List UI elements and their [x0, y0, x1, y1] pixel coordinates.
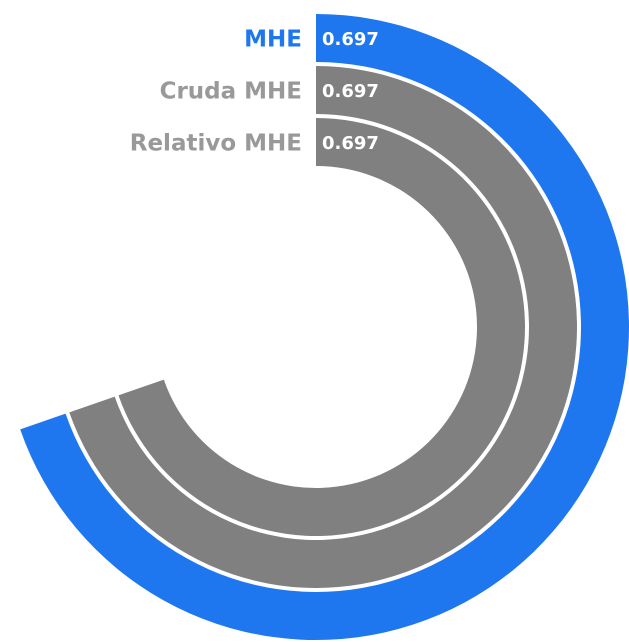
- value-label: 0.697: [322, 133, 379, 154]
- category-label: MHE: [244, 27, 302, 53]
- value-label: 0.697: [322, 29, 379, 50]
- category-label: Relativo MHE: [130, 131, 302, 157]
- radial-bar: [118, 118, 526, 536]
- value-label: 0.697: [322, 81, 379, 102]
- category-label: Cruda MHE: [160, 79, 302, 105]
